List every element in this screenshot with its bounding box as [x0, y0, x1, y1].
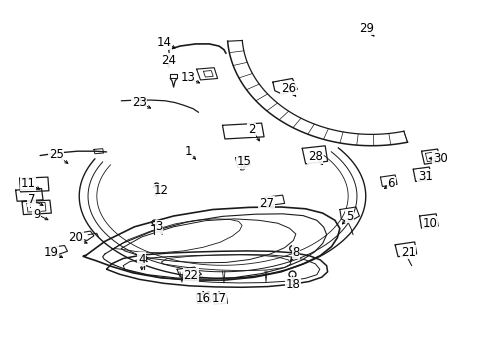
Text: 25: 25 [49, 148, 63, 161]
Text: 22: 22 [183, 269, 198, 282]
Text: 10: 10 [422, 217, 437, 230]
Text: 13: 13 [181, 71, 195, 84]
Text: 28: 28 [307, 150, 322, 163]
Text: 17: 17 [211, 292, 226, 305]
Text: 21: 21 [400, 246, 415, 258]
Text: 27: 27 [259, 197, 273, 210]
Text: 31: 31 [417, 170, 432, 183]
Text: 1: 1 [184, 145, 192, 158]
Text: 30: 30 [432, 152, 447, 165]
Text: 29: 29 [359, 22, 373, 35]
Text: 11: 11 [21, 177, 36, 190]
Text: 5: 5 [345, 210, 353, 222]
Text: 8: 8 [291, 246, 299, 258]
Text: 18: 18 [285, 278, 300, 291]
Text: 19: 19 [44, 246, 59, 258]
Text: 7: 7 [28, 193, 36, 206]
Text: 6: 6 [386, 177, 394, 190]
Text: 15: 15 [237, 156, 251, 168]
Text: 14: 14 [156, 36, 171, 49]
Text: 26: 26 [281, 82, 295, 95]
Text: 12: 12 [154, 184, 168, 197]
Text: 16: 16 [195, 292, 210, 305]
Text: 2: 2 [247, 123, 255, 136]
Text: 9: 9 [33, 208, 41, 221]
Text: 24: 24 [161, 54, 176, 67]
Text: 23: 23 [132, 96, 146, 109]
Text: 20: 20 [68, 231, 83, 244]
Text: 4: 4 [138, 253, 145, 266]
Text: 3: 3 [155, 220, 163, 233]
